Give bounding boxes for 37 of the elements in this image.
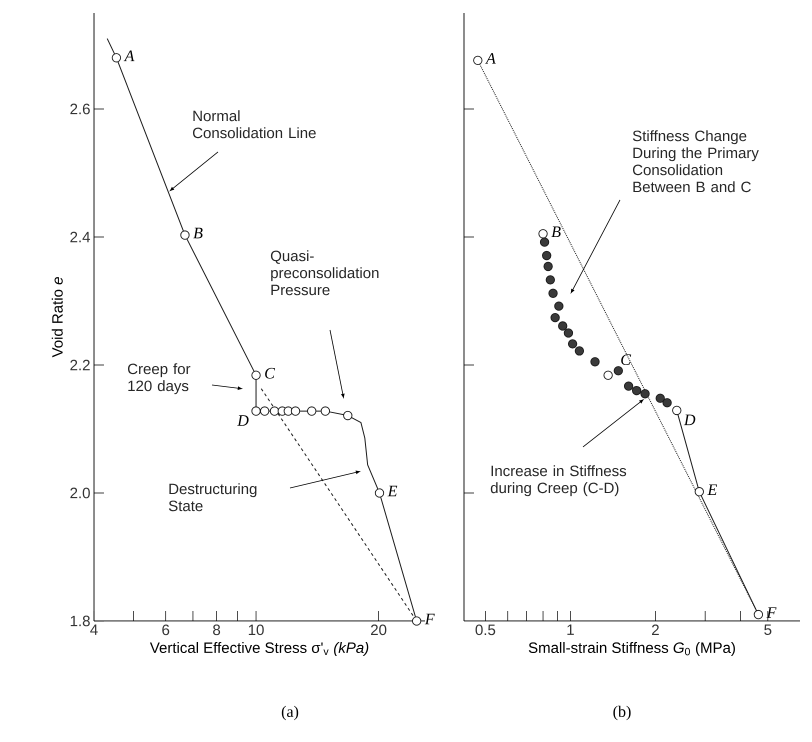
annotation: E xyxy=(388,486,398,496)
y-tick-label: 2.2 xyxy=(70,360,90,370)
annotation: F xyxy=(766,607,777,618)
x-tick-label: 5 xyxy=(764,624,772,635)
annotation: A xyxy=(485,53,496,64)
y-tick-label: 2.6 xyxy=(70,104,90,114)
annotation: Increase in Stiffness during Creep (C-D) xyxy=(490,465,626,496)
x-tick-label: 8 xyxy=(213,624,220,636)
text: (b) xyxy=(613,706,631,720)
x-axis-title: Vertical Effective Stress σ'$_{v}$ (kPa) xyxy=(150,642,368,656)
annotation: C xyxy=(265,368,276,379)
annotation: Creep for 120 days xyxy=(128,363,190,394)
text: (a) xyxy=(282,706,298,720)
y-tick-label: 2.0 xyxy=(70,488,90,498)
y-tick-label: 2.4 xyxy=(70,232,90,242)
annotation: A xyxy=(124,50,134,62)
annotation: Normal Consolidation Line xyxy=(192,110,316,138)
x-axis-title: Small-strain Stiffness G$_{0}$ (MPa) xyxy=(528,642,735,656)
annotation: D xyxy=(684,414,696,426)
x-tick-label: 20 xyxy=(371,624,386,636)
annotation: E xyxy=(707,484,718,495)
x-tick-label: 0.5 xyxy=(476,624,496,636)
x-tick-label: 4 xyxy=(90,624,98,635)
y-axis-title: Void Ratio e xyxy=(52,277,63,358)
annotation: B xyxy=(193,228,203,238)
annotation: C xyxy=(621,354,632,366)
x-tick-label: 2 xyxy=(652,624,659,635)
annotation: F xyxy=(424,614,435,624)
annotation: Stiffness Change During the Primary Consolidation Between B and C xyxy=(632,130,759,192)
y-tick-label: 1.8 xyxy=(70,616,90,626)
annotation: Quasi-preconsolidation Pressure xyxy=(270,250,378,296)
x-tick-label: 10 xyxy=(248,624,264,636)
annotation: B xyxy=(551,226,561,238)
x-tick-label: 1 xyxy=(567,624,574,635)
annotation: D xyxy=(237,415,249,426)
x-tick-label: 6 xyxy=(162,624,170,636)
annotation: Destructuring State xyxy=(168,483,256,512)
